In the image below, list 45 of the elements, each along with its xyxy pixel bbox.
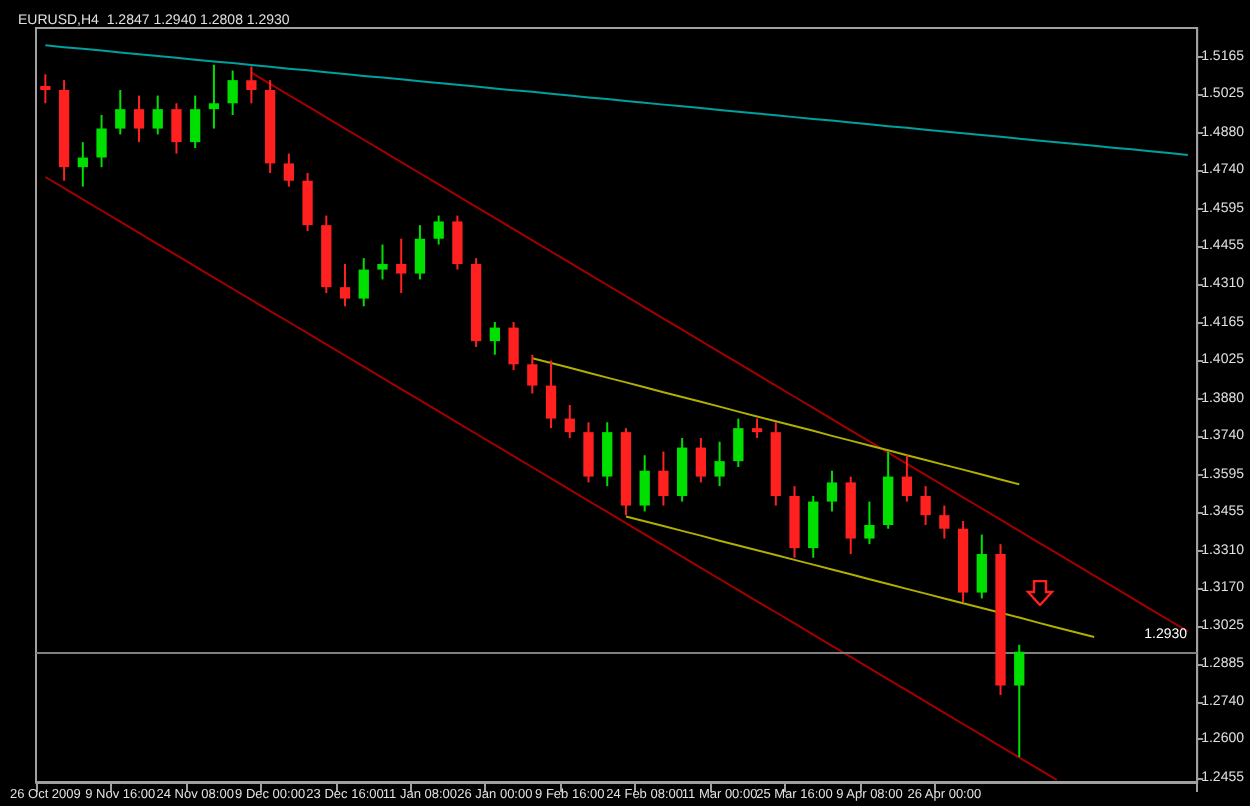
candlestick [452,214,463,271]
candlestick [920,485,931,526]
candlestick [433,214,444,246]
candlestick [489,320,500,356]
candlestick [545,359,557,430]
candlestick [227,69,238,116]
candlestick [751,417,763,439]
candlestick [96,114,107,169]
candlestick [658,450,669,507]
candlestick [208,63,220,130]
candlestick [133,94,145,144]
line-series [44,175,1058,781]
candlestick [77,141,88,188]
candlestick [171,102,182,155]
candlestick [246,65,257,105]
candlestick [40,73,51,105]
candlestick [152,94,163,136]
candlestick [639,454,650,513]
candlestick [733,417,744,468]
line-series [624,515,1096,638]
candlestick [115,88,126,136]
candlestick [583,421,594,484]
candlestick [302,172,313,232]
line-series [44,44,1189,156]
candlestick [508,320,519,372]
candlestick [1014,643,1025,758]
candlestick [190,94,201,149]
candlestick [602,421,613,488]
candlestick [808,494,819,559]
candlestick [396,237,407,294]
candlestick [826,469,838,513]
candlestick [414,224,426,281]
candlestick [976,533,987,600]
candlestick [358,257,369,308]
candlestick [564,404,575,439]
candlestick [901,454,913,503]
line-series [531,357,1021,486]
candlestick [283,152,294,188]
candlestick [377,243,388,281]
candlestick [695,436,707,484]
candlestick [339,262,351,308]
candlestick [939,504,950,540]
candlestick [714,440,725,488]
candlestick [527,353,538,395]
candlestick [864,500,875,546]
